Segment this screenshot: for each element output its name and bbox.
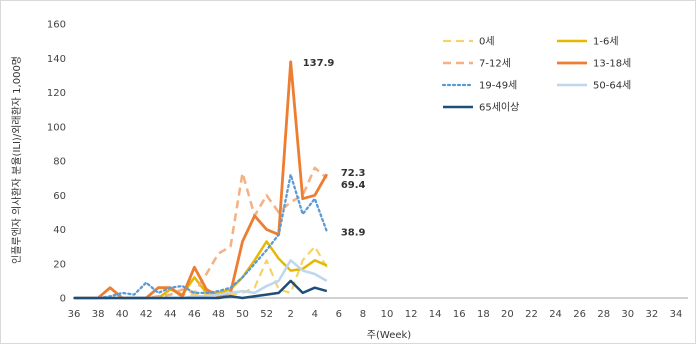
x-tick-label: 36 — [68, 309, 81, 320]
x-axis-title: 주(Week) — [367, 330, 411, 341]
x-tick-label: 38 — [92, 309, 105, 320]
y-tick-label: 140 — [47, 54, 66, 65]
y-axis-title: 인플루엔자 의사환자 분율(ILI)/외래환자 1,000명 — [11, 56, 23, 264]
x-tick-label: 26 — [573, 309, 586, 320]
data-label: 72.3 — [341, 168, 366, 179]
legend-label: 1-6세 — [593, 36, 619, 48]
x-tick-label: 40 — [116, 309, 129, 320]
x-tick-label: 30 — [621, 309, 634, 320]
x-tick-label: 48 — [212, 309, 225, 320]
x-tick-label: 4 — [312, 309, 318, 320]
x-tick-label: 52 — [260, 309, 273, 320]
legend-label: 50-64세 — [593, 80, 631, 92]
data-labels: 137.9 72.369.4 38.9 — [303, 58, 366, 239]
x-tick-label: 24 — [549, 309, 562, 320]
x-tick-label: 18 — [477, 309, 490, 320]
legend-label: 0세 — [479, 36, 495, 48]
y-tick-label: 20 — [53, 259, 66, 270]
x-tick-label: 2 — [288, 309, 294, 320]
x-tick-label: 20 — [501, 309, 514, 320]
legend-label: 13-18세 — [593, 58, 631, 70]
y-tick-label: 100 — [47, 122, 66, 133]
x-tick-label: 22 — [525, 309, 538, 320]
data-label: 137.9 — [303, 58, 335, 69]
x-tick-label: 50 — [236, 309, 249, 320]
x-tick-label: 28 — [597, 309, 610, 320]
legend-label: 65세이상 — [479, 102, 519, 114]
x-tick-label: 46 — [188, 309, 201, 320]
series-line — [74, 279, 328, 300]
x-tick-label: 12 — [405, 309, 418, 320]
y-tick-label: 40 — [53, 225, 66, 236]
legend: 0세 1-6세 7-12세 13-18세 19-49세 50-64세 65세이상 — [441, 36, 631, 114]
series-layer — [72, 60, 329, 300]
legend-label: 19-49세 — [479, 80, 517, 92]
x-tick-label: 42 — [140, 309, 153, 320]
x-tick-label: 44 — [164, 309, 177, 320]
x-tick-label: 14 — [429, 309, 442, 320]
y-tick-label: 120 — [47, 88, 66, 99]
series-line — [72, 173, 328, 300]
y-tick-label: 160 — [47, 20, 66, 31]
x-tick-label: 6 — [336, 309, 342, 320]
y-tick-label: 80 — [53, 157, 66, 168]
series-line — [74, 60, 329, 300]
y-tick-label: 60 — [53, 191, 66, 202]
y-tick-label: 0 — [60, 294, 66, 305]
x-tick-label: 16 — [453, 309, 466, 320]
x-tick-label: 32 — [646, 309, 659, 320]
x-tick-label: 10 — [381, 309, 394, 320]
legend-label: 7-12세 — [479, 58, 511, 70]
data-label: 69.4 — [341, 180, 366, 191]
data-label: 38.9 — [341, 227, 366, 238]
x-tick-label: 8 — [360, 309, 366, 320]
x-tick-label: 34 — [670, 309, 683, 320]
